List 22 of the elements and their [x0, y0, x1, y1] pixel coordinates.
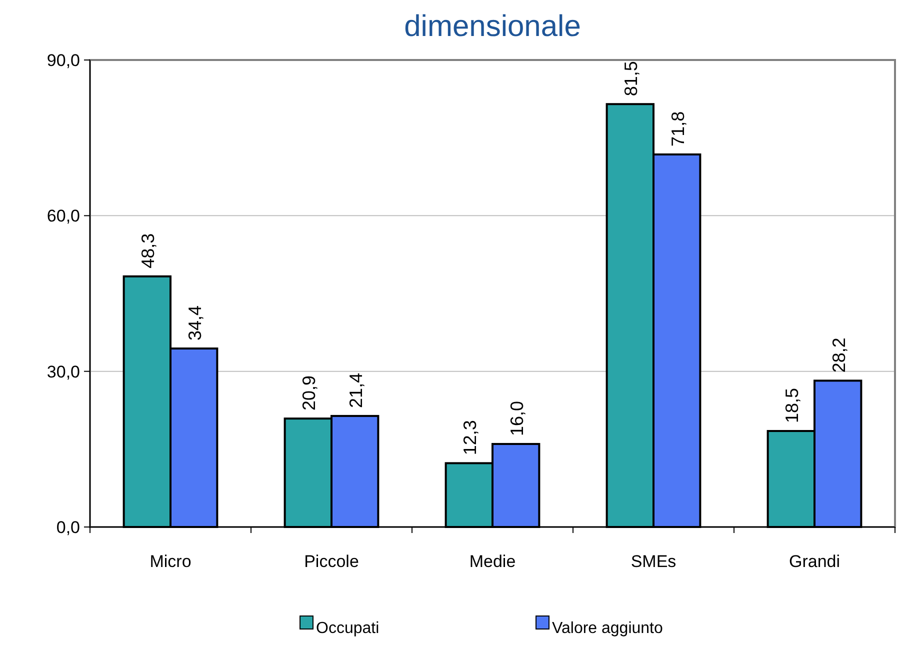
legend-label: Occupati	[316, 620, 380, 637]
x-tick-label: Piccole	[304, 552, 359, 571]
y-tick-label: 0,0	[56, 518, 80, 537]
x-tick-label: Micro	[150, 552, 192, 571]
data-label: 28,2	[828, 338, 849, 373]
data-label: 20,9	[299, 376, 320, 411]
data-label: 16,0	[506, 400, 527, 436]
x-tick-label: Grandi	[788, 552, 840, 571]
chart-title: dimensionale	[404, 10, 581, 43]
y-tick-label: 90,0	[46, 50, 80, 70]
data-label: 34,4	[184, 305, 205, 340]
y-tick-label: 60,0	[46, 206, 80, 226]
data-label: 18,5	[782, 388, 802, 424]
data-label: 81,5	[621, 61, 642, 96]
data-label: 71,8	[668, 111, 688, 146]
x-tick-label: SMEs	[630, 552, 676, 571]
legend-label: Valore aggiunto	[552, 620, 663, 637]
data-label: 12,3	[460, 420, 480, 456]
y-tick-label: 30,0	[46, 362, 80, 382]
data-label: 21,4	[346, 372, 366, 408]
x-tick-label: Medie	[469, 552, 516, 571]
data-label: 48,3	[138, 233, 158, 268]
